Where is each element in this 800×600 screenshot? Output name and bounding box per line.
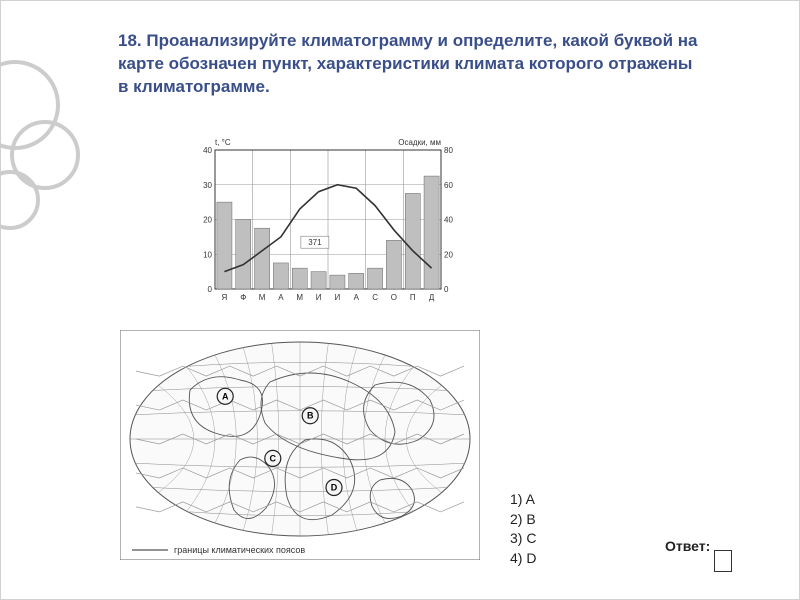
- climatogram-chart: 0 10 20 30 40 0 20 40 60 80 Я Ф М А М И И А С О П Дt, °C Осадк…: [185, 136, 475, 311]
- svg-text:D: D: [331, 483, 338, 493]
- svg-text:А: А: [354, 293, 360, 302]
- option-4: 4) D: [510, 549, 536, 569]
- svg-text:t, °C: t, °C: [215, 138, 231, 147]
- option-1: 1) A: [510, 490, 536, 510]
- svg-text:О: О: [391, 293, 397, 302]
- svg-text:C: C: [270, 453, 277, 463]
- svg-text:0: 0: [208, 285, 213, 294]
- svg-text:10: 10: [203, 250, 212, 259]
- svg-text:371: 371: [308, 238, 322, 247]
- svg-text:Ф: Ф: [240, 293, 246, 302]
- svg-text:М: М: [296, 293, 303, 302]
- svg-text:60: 60: [444, 181, 453, 190]
- question-header: 18. Проанализируйте климатограмму и опре…: [118, 30, 698, 99]
- svg-text:границы климатических поясов: границы климатических поясов: [174, 545, 305, 555]
- svg-text:40: 40: [444, 216, 453, 225]
- svg-text:B: B: [307, 411, 314, 421]
- svg-text:A: A: [222, 391, 229, 401]
- svg-text:40: 40: [203, 146, 212, 155]
- svg-text:С: С: [372, 293, 378, 302]
- svg-text:А: А: [278, 293, 284, 302]
- svg-text:80: 80: [444, 146, 453, 155]
- svg-text:И: И: [316, 293, 322, 302]
- answer-options: 1) A 2) B 3) C 4) D: [510, 490, 536, 568]
- svg-text:Осадки, мм: Осадки, мм: [398, 138, 441, 147]
- corner-decoration: [0, 60, 100, 260]
- answer-box[interactable]: [714, 550, 732, 572]
- svg-text:И: И: [335, 293, 341, 302]
- svg-text:20: 20: [444, 250, 453, 259]
- svg-text:М: М: [259, 293, 266, 302]
- world-map: A B C Dграницы климатических поясов: [120, 330, 480, 560]
- svg-text:Я: Я: [222, 293, 228, 302]
- option-2: 2) B: [510, 510, 536, 530]
- svg-text:20: 20: [203, 216, 212, 225]
- svg-text:П: П: [410, 293, 416, 302]
- answer-label: Ответ:: [665, 538, 710, 554]
- svg-text:30: 30: [203, 181, 212, 190]
- svg-text:0: 0: [444, 285, 449, 294]
- svg-text:Д: Д: [429, 293, 435, 302]
- option-3: 3) C: [510, 529, 536, 549]
